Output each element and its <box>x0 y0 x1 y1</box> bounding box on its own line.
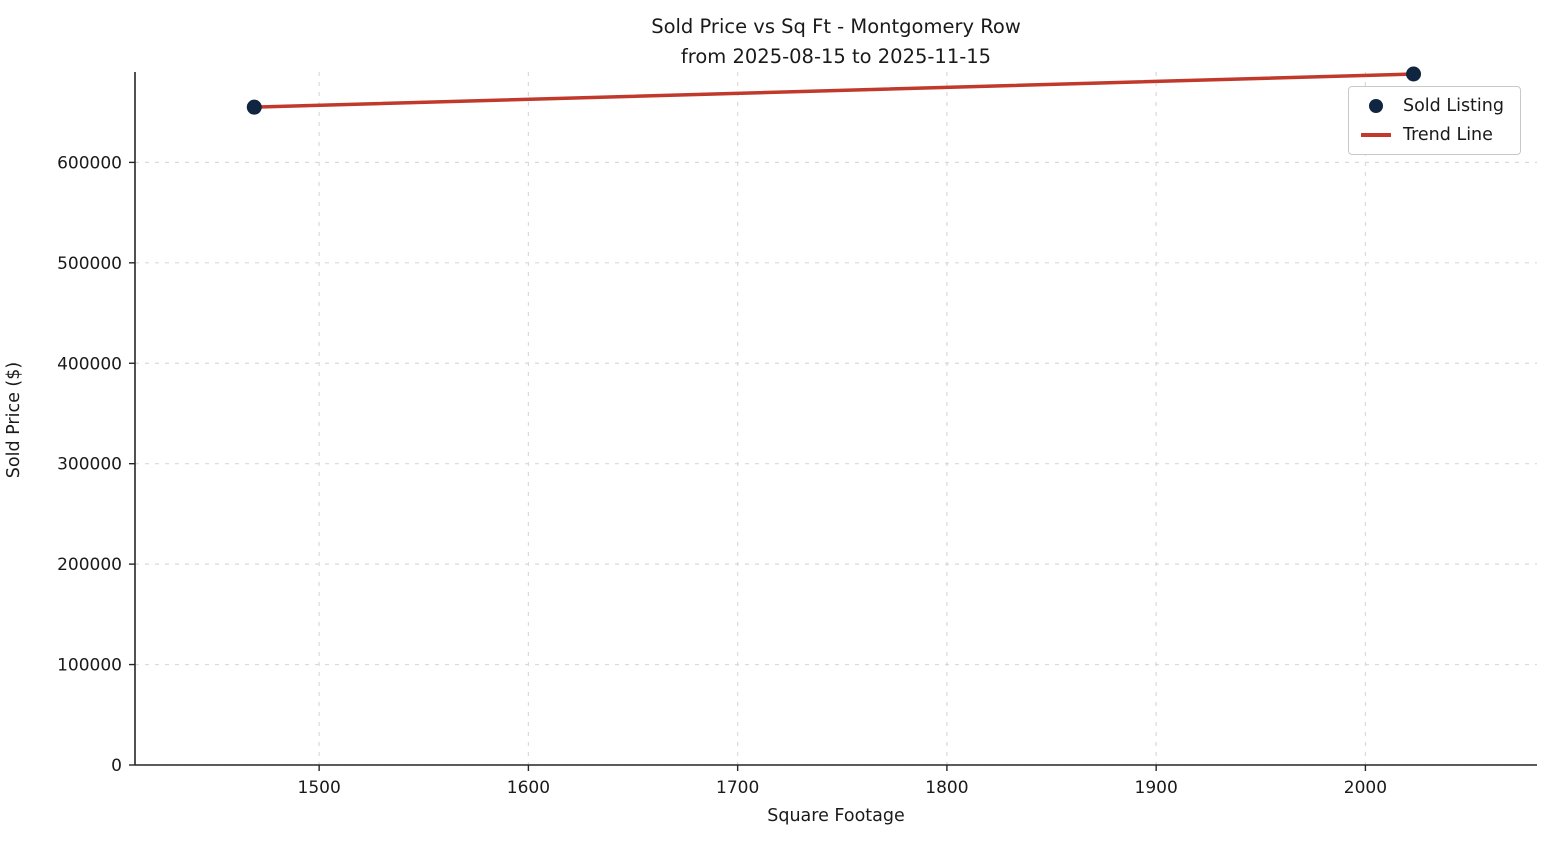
y-tick-label: 100000 <box>57 656 122 676</box>
x-tick-label: 1600 <box>507 778 550 798</box>
x-tick-label: 1900 <box>1135 778 1178 798</box>
y-tick-label: 400000 <box>57 354 122 374</box>
legend-item-trend-line: Trend Line <box>1360 125 1504 145</box>
x-tick-label: 2000 <box>1344 778 1387 798</box>
chart-subtitle: from 2025-08-15 to 2025-11-15 <box>680 45 992 69</box>
x-axis-label: Square Footage <box>767 806 905 826</box>
x-tick-label: 1700 <box>716 778 759 798</box>
trend-line-marker-icon <box>1360 133 1391 137</box>
y-axis-label: Sold Price ($) <box>4 361 24 479</box>
y-tick-label: 300000 <box>57 455 122 475</box>
legend-item-sold-listing: Sold Listing <box>1361 96 1504 116</box>
y-tick-label: 0 <box>111 756 122 776</box>
x-tick-label: 1500 <box>298 778 341 798</box>
scatter-point <box>1406 66 1422 82</box>
trend-line <box>252 72 1416 109</box>
legend: Sold Listing Trend Line <box>1347 86 1521 155</box>
legend-label-trend-line: Trend Line <box>1402 125 1493 145</box>
legend-label-sold-listing: Sold Listing <box>1402 96 1504 116</box>
x-tick-label: 1800 <box>925 778 968 798</box>
y-tick-label: 500000 <box>57 254 122 274</box>
y-tick-label: 200000 <box>57 555 122 575</box>
sold-listing-marker-icon <box>1368 99 1383 113</box>
chart-title-block: Sold Price vs Sq Ft - Montgomery Row fro… <box>135 12 1537 72</box>
y-tick-label: 600000 <box>57 153 122 173</box>
scatter-point <box>246 99 262 115</box>
chart-title: Sold Price vs Sq Ft - Montgomery Row <box>651 15 1021 38</box>
